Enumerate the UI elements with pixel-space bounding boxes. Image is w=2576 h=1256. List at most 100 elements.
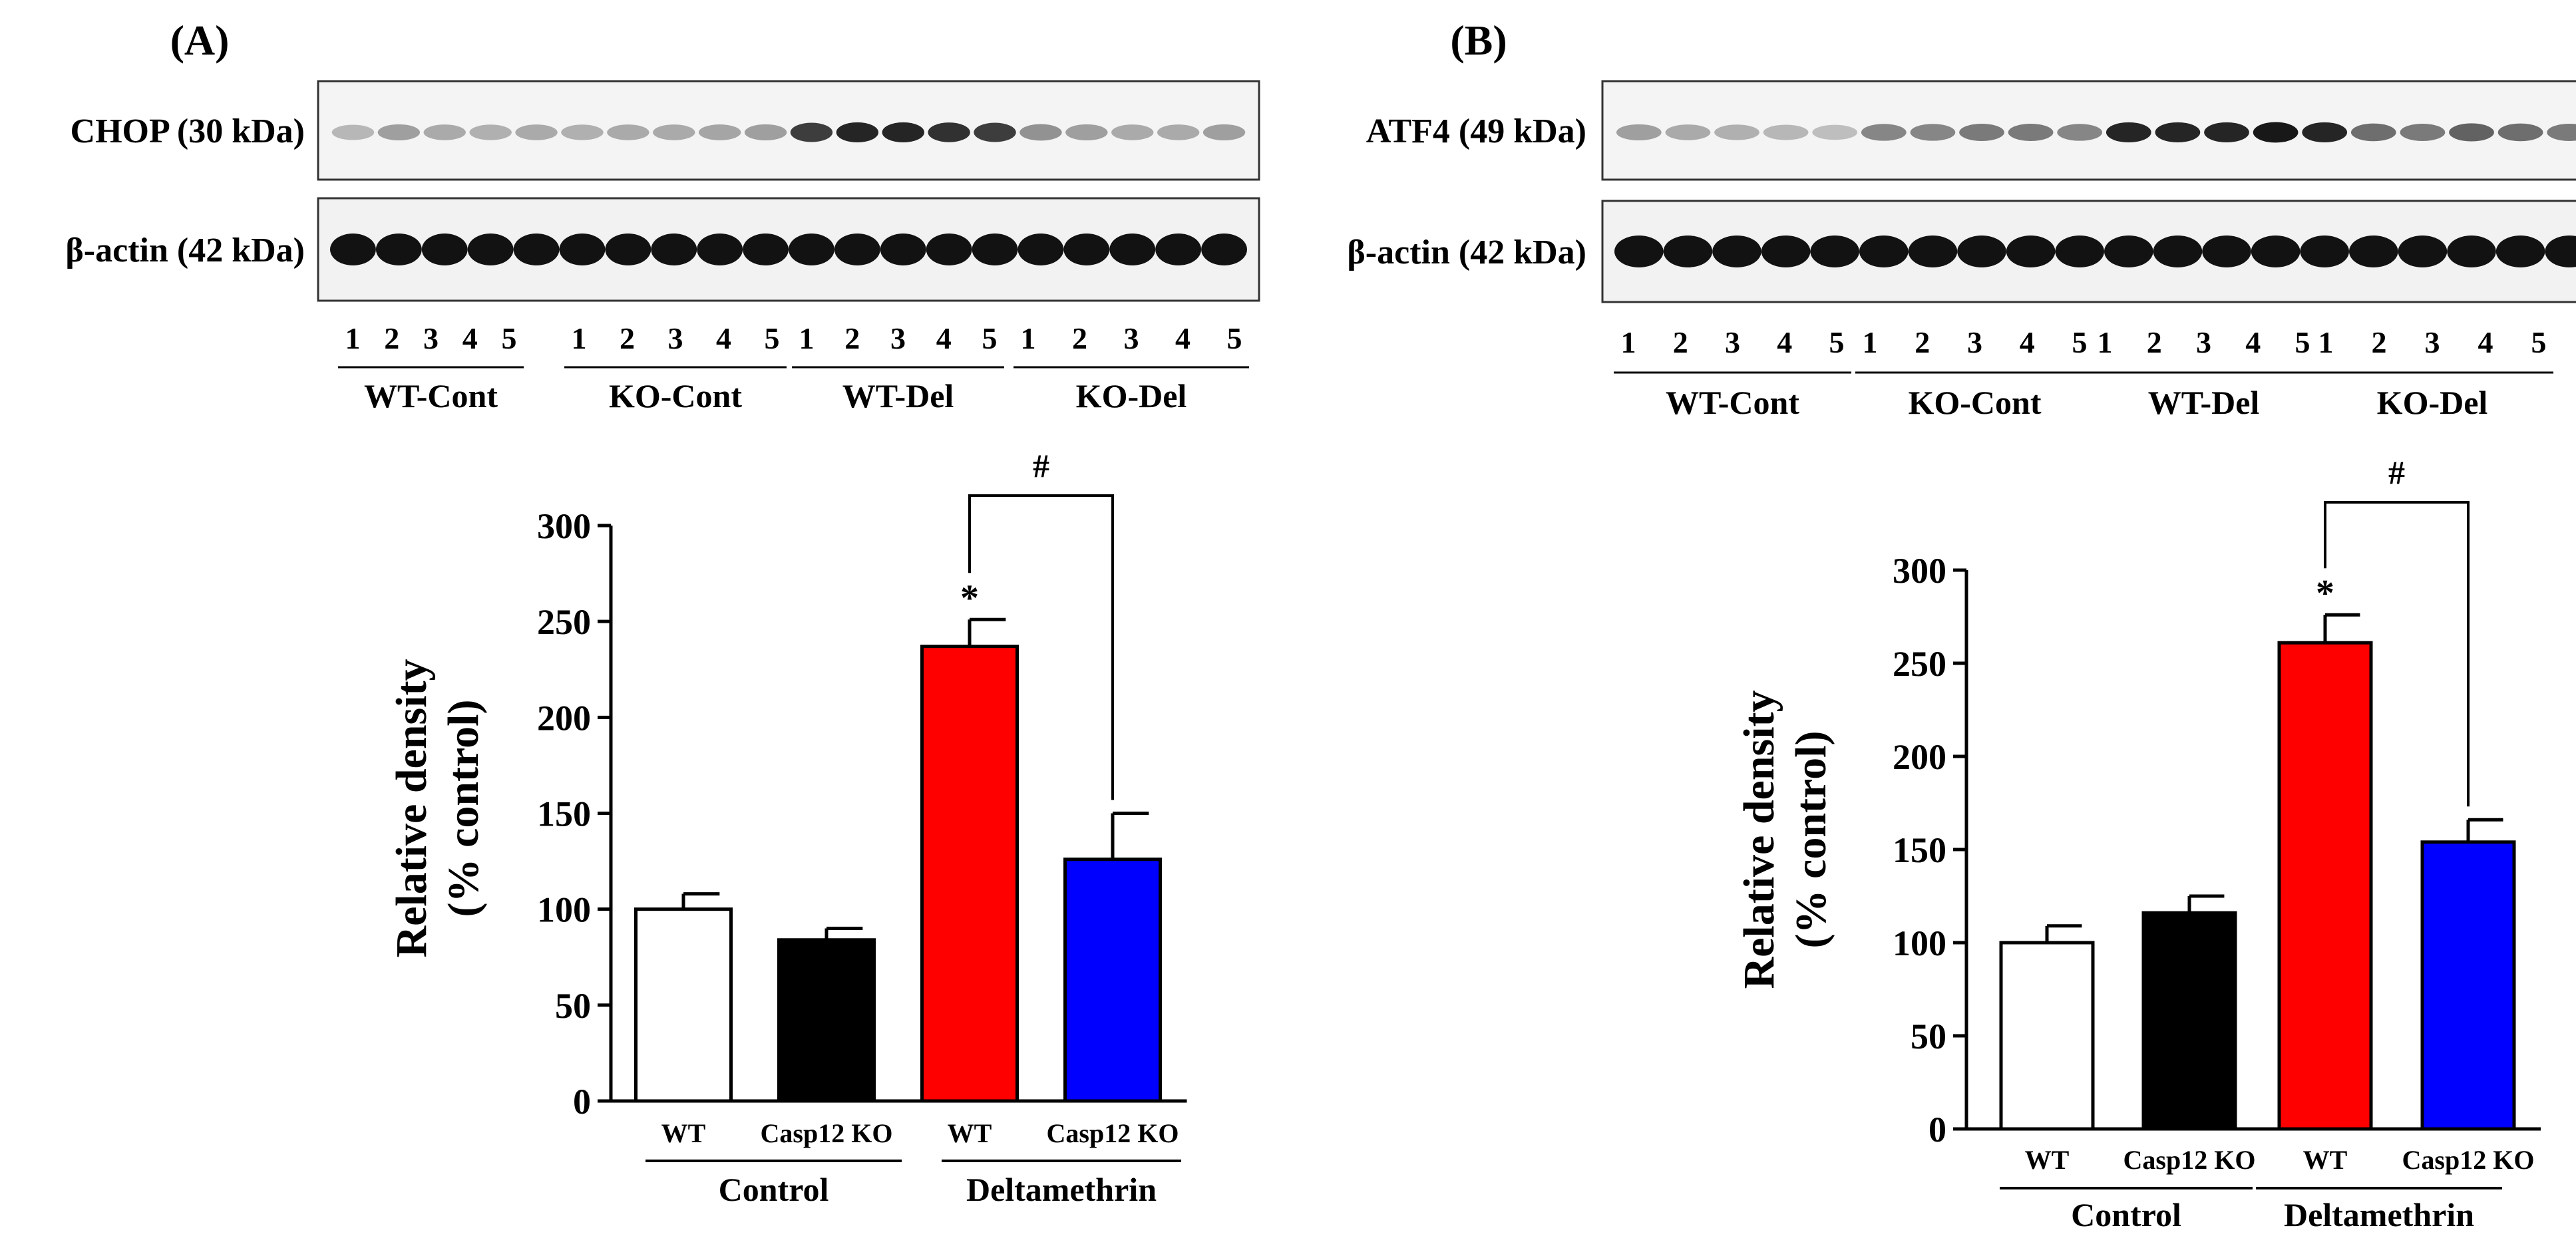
- lane-number: 3: [423, 321, 439, 355]
- target-blot-label: ATF4 (49 kDa): [1366, 112, 1586, 150]
- actin-band: [2202, 236, 2251, 267]
- lane-group-label: KO-Cont: [1909, 384, 2042, 421]
- actin-band: [1908, 236, 1958, 267]
- bar: [1999, 941, 2095, 1131]
- actin-band: [1201, 234, 1248, 265]
- actin-band: [651, 234, 697, 265]
- category-label: Casp12 KO: [2123, 1145, 2256, 1175]
- target-band: [2204, 122, 2249, 143]
- bar: [2141, 911, 2237, 1131]
- actin-band: [559, 234, 606, 265]
- lane-number: 5: [982, 321, 998, 355]
- bracket-label: #: [1033, 447, 1049, 484]
- lane-number: 4: [462, 321, 478, 355]
- lane-number: 3: [668, 321, 683, 355]
- target-band: [2350, 123, 2396, 142]
- y-tick-label: 50: [555, 986, 591, 1026]
- target-band: [1202, 124, 1246, 141]
- target-band: [2106, 122, 2151, 143]
- actin-band: [1017, 234, 1064, 265]
- actin-band: [467, 234, 514, 265]
- y-axis-title: Relative density (% control): [387, 659, 488, 957]
- lane-number: 3: [1725, 325, 1740, 359]
- actin-band: [1063, 234, 1110, 265]
- y-tick-label: 200: [537, 698, 591, 738]
- actin-band: [513, 234, 560, 265]
- actin-band: [330, 234, 376, 265]
- y-tick-label: 150: [1893, 830, 1946, 870]
- target-band: [2057, 124, 2103, 141]
- bar: [2420, 840, 2516, 1131]
- actin-band: [1109, 234, 1156, 265]
- actin-band: [2153, 236, 2203, 267]
- target-band: [653, 124, 695, 140]
- actin-band: [1614, 236, 1664, 267]
- actin-band: [697, 234, 743, 265]
- lane-number: 5: [2531, 325, 2547, 359]
- actin-band: [926, 234, 972, 265]
- lane-number: 5: [1829, 325, 1845, 359]
- actin-band: [2006, 236, 2056, 267]
- actin-band: [2447, 236, 2496, 267]
- lane-group-label: KO-Del: [1076, 377, 1187, 414]
- lane-number: 1: [572, 321, 587, 355]
- actin-band: [1155, 234, 1202, 265]
- y-axis-title-line: Relative density: [1735, 690, 1783, 989]
- actin-band: [1663, 236, 1713, 267]
- significance-marker: *: [960, 577, 979, 619]
- lane-number: 3: [2196, 325, 2211, 359]
- bar: [920, 645, 1019, 1103]
- actin-band: [2251, 236, 2300, 267]
- lane-group-label: WT-Del: [842, 377, 954, 414]
- target-band: [928, 122, 970, 142]
- lane-number: 2: [1673, 325, 1688, 359]
- category-label: Casp12 KO: [1047, 1118, 1179, 1148]
- lane-number: 4: [2245, 325, 2261, 359]
- lane-number: 1: [345, 321, 361, 355]
- target-band: [1019, 124, 1062, 141]
- target-band: [1065, 124, 1108, 141]
- lane-number: 5: [2072, 325, 2088, 359]
- actin-band: [1957, 236, 2006, 267]
- lane-group-label: KO-Del: [2377, 384, 2488, 421]
- category-label: WT: [661, 1118, 706, 1148]
- lane-number: 4: [1777, 325, 1792, 359]
- actin-band: [2349, 236, 2398, 267]
- target-band: [469, 124, 512, 140]
- target-blot: [317, 80, 1260, 181]
- target-band: [423, 124, 466, 140]
- target-band: [698, 124, 741, 140]
- lane-number: 4: [2020, 325, 2035, 359]
- comparison-bracket: [968, 494, 1114, 800]
- y-tick-label: 100: [537, 890, 591, 930]
- y-tick-label: 0: [1929, 1110, 1946, 1150]
- y-tick-label: 50: [1911, 1017, 1946, 1056]
- actin-band: [972, 234, 1018, 265]
- lane-number: 1: [799, 321, 815, 355]
- lane-number: 1: [2098, 325, 2113, 359]
- target-band: [2400, 123, 2446, 141]
- lane-number: 1: [2318, 325, 2334, 359]
- actin-band: [2300, 236, 2349, 267]
- actin-band: [743, 234, 789, 265]
- y-tick-label: 150: [537, 794, 591, 834]
- target-band: [2155, 122, 2201, 143]
- target-band: [790, 122, 833, 142]
- lane-group-label: KO-Cont: [609, 377, 742, 414]
- lane-number: 2: [620, 321, 635, 355]
- lane-number: 3: [1124, 321, 1139, 355]
- lane-group-label: WT-Cont: [364, 377, 498, 414]
- target-band: [1812, 124, 1858, 140]
- actin-band: [880, 234, 926, 265]
- panel-label: (A): [170, 17, 230, 64]
- target-band: [2302, 122, 2348, 143]
- target-band: [2547, 123, 2576, 141]
- lane-number: 2: [1072, 321, 1087, 355]
- bracket-label: #: [2388, 454, 2405, 491]
- y-axis-title-line: (% control): [439, 700, 488, 917]
- panel-label: (B): [1450, 17, 1507, 64]
- target-band: [1157, 124, 1200, 140]
- target-band: [1763, 124, 1809, 140]
- actin-band: [2398, 236, 2448, 267]
- lane-number: 4: [2478, 325, 2493, 359]
